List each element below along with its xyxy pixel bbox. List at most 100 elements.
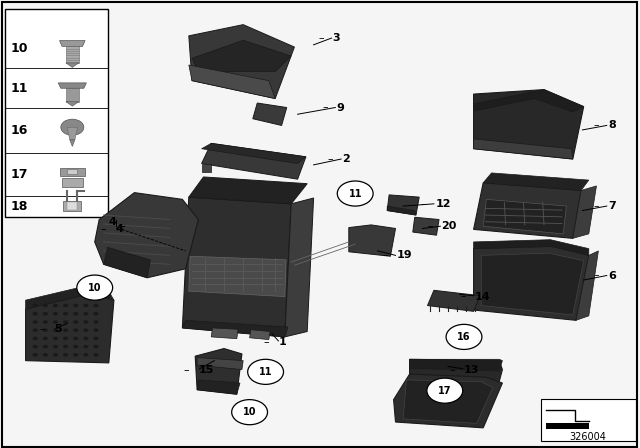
Text: –: – — [264, 337, 269, 347]
Circle shape — [232, 400, 268, 425]
Circle shape — [73, 312, 78, 315]
Polygon shape — [182, 197, 291, 337]
Polygon shape — [104, 247, 150, 278]
Bar — [541, 399, 636, 441]
Text: –: – — [420, 199, 426, 209]
Polygon shape — [387, 206, 416, 215]
Bar — [5, 9, 108, 217]
Circle shape — [53, 328, 58, 332]
Text: 14: 14 — [475, 292, 490, 302]
Text: 11: 11 — [259, 367, 273, 377]
Text: 7: 7 — [608, 201, 616, 211]
Circle shape — [43, 320, 48, 324]
Text: 10: 10 — [10, 42, 28, 55]
Circle shape — [73, 353, 78, 357]
Text: –: – — [593, 271, 599, 280]
Circle shape — [73, 328, 78, 332]
Circle shape — [43, 336, 48, 340]
Text: –: – — [593, 121, 599, 130]
Circle shape — [53, 353, 58, 357]
Circle shape — [73, 345, 78, 349]
Circle shape — [77, 275, 113, 300]
Polygon shape — [428, 290, 480, 311]
Text: 6: 6 — [608, 271, 616, 280]
Polygon shape — [349, 225, 396, 256]
Text: 20: 20 — [442, 221, 457, 231]
Text: 5: 5 — [54, 324, 62, 334]
Circle shape — [63, 353, 68, 357]
Circle shape — [93, 312, 99, 315]
Polygon shape — [189, 256, 286, 297]
Circle shape — [83, 336, 88, 340]
Text: 2: 2 — [342, 154, 350, 164]
Circle shape — [63, 345, 68, 349]
Bar — [67, 168, 77, 174]
Text: –: – — [449, 365, 455, 375]
Polygon shape — [403, 380, 493, 423]
Text: 10: 10 — [243, 407, 257, 417]
Circle shape — [63, 336, 68, 340]
Circle shape — [83, 304, 88, 307]
Polygon shape — [474, 90, 584, 112]
Polygon shape — [95, 193, 198, 278]
Polygon shape — [394, 374, 502, 428]
Text: 8: 8 — [608, 121, 616, 130]
Polygon shape — [26, 286, 114, 309]
Text: 11: 11 — [10, 82, 28, 95]
Polygon shape — [410, 359, 502, 382]
Polygon shape — [483, 199, 566, 234]
Circle shape — [63, 304, 68, 307]
Circle shape — [93, 336, 99, 340]
Text: 4: 4 — [108, 217, 116, 227]
Circle shape — [43, 312, 48, 315]
Text: 16: 16 — [10, 124, 28, 138]
Text: –: – — [322, 103, 328, 112]
Text: 13: 13 — [464, 365, 479, 375]
Circle shape — [43, 345, 48, 349]
Polygon shape — [576, 251, 598, 320]
Polygon shape — [182, 320, 288, 337]
Text: 18: 18 — [10, 200, 28, 213]
Circle shape — [53, 345, 58, 349]
Text: 17: 17 — [10, 168, 28, 181]
Bar — [66, 47, 79, 63]
Polygon shape — [60, 168, 85, 176]
Polygon shape — [474, 90, 584, 159]
Circle shape — [83, 312, 88, 315]
Polygon shape — [474, 183, 581, 238]
Polygon shape — [60, 41, 85, 47]
Text: –: – — [460, 292, 466, 302]
Polygon shape — [285, 198, 314, 337]
Circle shape — [83, 353, 88, 357]
Polygon shape — [197, 358, 243, 370]
Polygon shape — [58, 83, 86, 88]
Circle shape — [53, 312, 58, 315]
Polygon shape — [202, 164, 211, 172]
Polygon shape — [189, 25, 294, 99]
Circle shape — [43, 353, 48, 357]
Circle shape — [43, 328, 48, 332]
Text: –: – — [318, 33, 324, 43]
Polygon shape — [66, 102, 79, 106]
Polygon shape — [70, 140, 75, 146]
Circle shape — [73, 304, 78, 307]
Circle shape — [93, 304, 99, 307]
Polygon shape — [483, 173, 589, 190]
Text: 11: 11 — [348, 189, 362, 198]
Text: –: – — [593, 201, 599, 211]
Text: 3: 3 — [333, 33, 340, 43]
Polygon shape — [211, 328, 238, 339]
Circle shape — [446, 324, 482, 349]
Circle shape — [33, 345, 38, 349]
Text: 9: 9 — [337, 103, 344, 112]
Circle shape — [93, 353, 99, 357]
Circle shape — [33, 328, 38, 332]
Circle shape — [53, 304, 58, 307]
Circle shape — [337, 181, 373, 206]
Text: 15: 15 — [198, 365, 214, 375]
Polygon shape — [481, 253, 584, 315]
Text: 1: 1 — [278, 337, 286, 347]
Circle shape — [53, 336, 58, 340]
Circle shape — [73, 320, 78, 324]
Bar — [66, 88, 79, 102]
